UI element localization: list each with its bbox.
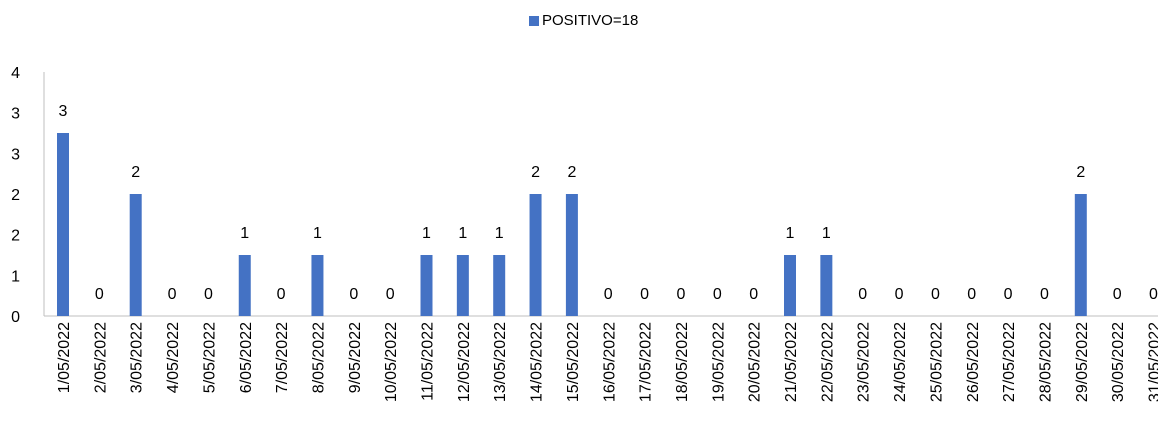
- x-tick-label: 6/05/2022: [238, 322, 255, 393]
- data-label: 0: [204, 286, 213, 303]
- legend: POSITIVO=18: [529, 12, 638, 29]
- data-labels: 3 0 2 0 0 1 0 1 0 0 1 1 1 2 2 0 0 0 0 0 1 1 0 0 0 0 0 0 2 0 0: [59, 103, 1158, 303]
- data-label: 0: [1113, 286, 1122, 303]
- x-tick-label: 8/05/2022: [310, 322, 327, 393]
- x-tick-label: 26/05/2022: [965, 322, 982, 402]
- bar: [820, 255, 833, 316]
- data-label: 1: [313, 225, 322, 242]
- data-label: 0: [640, 286, 649, 303]
- data-label: 0: [858, 286, 867, 303]
- y-axis: 0 1 2 2 3 3 4: [11, 65, 45, 326]
- data-label: 2: [1076, 164, 1085, 181]
- x-tick-label: 5/05/2022: [201, 322, 218, 393]
- legend-swatch: [529, 15, 539, 26]
- data-label: 0: [386, 286, 395, 303]
- y-tick-label: 3: [11, 146, 20, 163]
- x-tick-label: 23/05/2022: [856, 322, 873, 402]
- x-tick-label: 14/05/2022: [529, 322, 546, 402]
- bar: [129, 194, 142, 316]
- x-tick-label: 20/05/2022: [747, 322, 764, 402]
- x-axis-tick-labels: 1/05/2022 2/05/2022 3/05/2022 4/05/2022 5/05…: [56, 322, 1158, 402]
- x-tick-label: 28/05/2022: [1037, 322, 1054, 402]
- data-label: 0: [713, 286, 722, 303]
- x-tick-label: 9/05/2022: [347, 322, 364, 393]
- x-tick-label: 25/05/2022: [928, 322, 945, 402]
- y-tick-label: 4: [11, 65, 20, 82]
- data-label: 0: [1004, 286, 1013, 303]
- bar: [311, 255, 324, 316]
- data-label: 0: [349, 286, 358, 303]
- x-tick-label: 12/05/2022: [456, 322, 473, 402]
- data-label: 1: [422, 225, 431, 242]
- x-tick-label: 11/05/2022: [420, 322, 437, 401]
- data-label: 0: [604, 286, 613, 303]
- y-tick-label: 2: [11, 228, 20, 245]
- data-label: 1: [822, 225, 831, 242]
- x-tick-label: 24/05/2022: [892, 322, 909, 402]
- bar: [1074, 194, 1087, 316]
- data-label: 2: [567, 164, 576, 181]
- x-tick-label: 7/05/2022: [274, 322, 291, 393]
- bar: [784, 255, 796, 316]
- bar: [493, 255, 506, 316]
- data-label: 0: [277, 286, 286, 303]
- legend-label: POSITIVO=18: [542, 12, 639, 29]
- y-tick-label: 3: [11, 106, 20, 123]
- x-tick-label: 13/05/2022: [492, 322, 509, 402]
- data-label: 1: [458, 225, 467, 242]
- data-label: 2: [131, 164, 140, 181]
- x-tick-label: 2/05/2022: [92, 322, 109, 393]
- data-label: 0: [749, 286, 758, 303]
- data-label: 0: [676, 286, 685, 303]
- data-label: 0: [967, 286, 976, 303]
- y-tick-label: 1: [11, 268, 20, 285]
- x-tick-label: 31/05/2022: [1147, 322, 1158, 402]
- data-label: 1: [240, 225, 249, 242]
- x-tick-label: 19/05/2022: [710, 322, 727, 402]
- bars: [57, 133, 1087, 316]
- x-tick-label: 16/05/2022: [601, 322, 618, 402]
- data-label: 0: [931, 286, 940, 303]
- x-tick-label: 27/05/2022: [1001, 322, 1018, 402]
- x-tick-label: 18/05/2022: [674, 322, 691, 402]
- data-label: 0: [168, 286, 177, 303]
- bar: [57, 133, 69, 316]
- y-tick-label: 0: [11, 309, 20, 326]
- x-tick-label: 4/05/2022: [165, 322, 182, 393]
- x-tick-label: 3/05/2022: [129, 322, 146, 393]
- x-tick-label: 21/05/2022: [783, 322, 800, 402]
- bar: [238, 255, 251, 316]
- bar: [565, 194, 578, 316]
- x-tick-label: 17/05/2022: [638, 322, 655, 402]
- data-label: 2: [531, 164, 540, 181]
- data-label: 0: [1040, 286, 1049, 303]
- x-tick-label: 22/05/2022: [819, 322, 836, 402]
- data-label: 0: [895, 286, 904, 303]
- x-tick-label: 15/05/2022: [565, 322, 582, 402]
- data-label: 3: [59, 103, 68, 120]
- bar: [529, 194, 542, 316]
- x-tick-label: 10/05/2022: [383, 322, 400, 402]
- bar: [456, 255, 469, 316]
- bar: [420, 255, 433, 316]
- data-label: 0: [1149, 286, 1158, 303]
- y-tick-label: 2: [11, 187, 20, 204]
- data-label: 0: [95, 286, 104, 303]
- data-label: 1: [495, 225, 504, 242]
- data-label: 1: [786, 225, 795, 242]
- x-tick-label: 30/05/2022: [1110, 322, 1127, 402]
- x-tick-label: 1/05/2022: [56, 322, 73, 393]
- x-tick-label: 29/05/2022: [1074, 322, 1091, 402]
